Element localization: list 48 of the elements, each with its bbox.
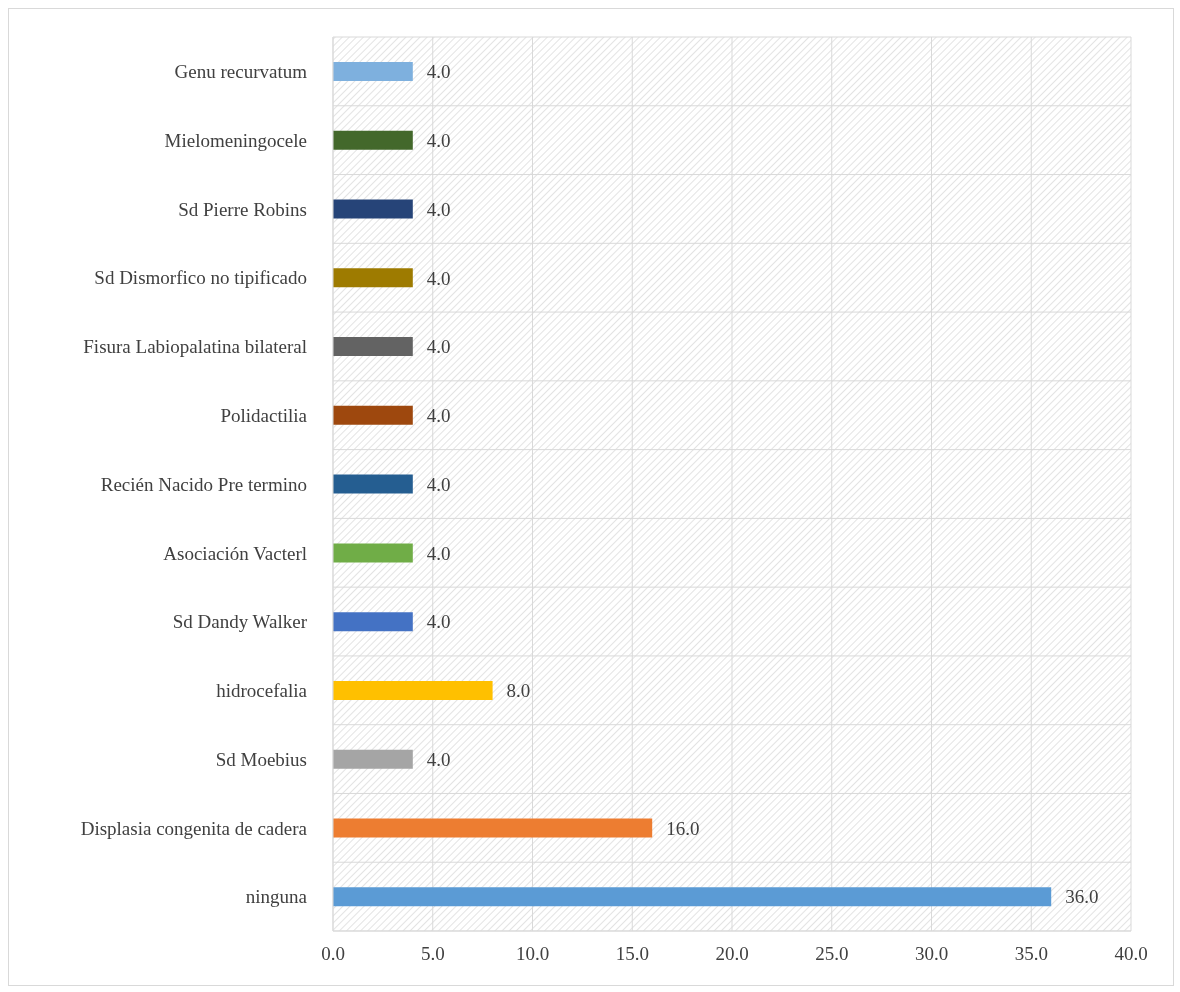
data-label: 16.0 — [666, 817, 700, 839]
y-tick-label: Sd Dandy Walker — [172, 611, 308, 633]
x-tick-label: 10.0 — [515, 943, 550, 965]
y-tick-label: Mielomeningocele — [164, 129, 307, 151]
y-tick-label: Recién Nacido Pre termino — [100, 473, 307, 495]
data-label: 4.0 — [426, 542, 451, 564]
x-tick-label: 5.0 — [420, 943, 445, 965]
data-label: 4.0 — [426, 130, 451, 152]
bar — [333, 543, 413, 563]
y-tick-label: Asociación Vacterl — [163, 542, 307, 564]
data-label: 4.0 — [426, 473, 451, 495]
y-tick-label: Displasia congenita de cadera — [80, 817, 308, 839]
bar — [333, 749, 413, 769]
bar — [333, 887, 1052, 907]
x-tick-label: 35.0 — [1014, 943, 1048, 965]
bar — [333, 612, 413, 632]
data-label: 36.0 — [1065, 886, 1099, 908]
data-label: 4.0 — [426, 405, 451, 427]
bar — [333, 405, 413, 425]
bar — [333, 268, 413, 288]
bar — [333, 130, 413, 150]
y-tick-label: ninguna — [245, 886, 308, 908]
x-tick-label: 0.0 — [321, 943, 345, 965]
y-tick-label: hidrocefalia — [216, 680, 308, 702]
data-label: 8.0 — [506, 680, 531, 702]
data-label: 4.0 — [426, 198, 451, 220]
data-label: 4.0 — [426, 611, 451, 633]
y-tick-label: Polidactilia — [220, 404, 308, 426]
data-label: 4.0 — [426, 748, 451, 770]
x-tick-label: 25.0 — [815, 943, 849, 965]
x-tick-label: 20.0 — [715, 943, 749, 965]
y-tick-label: Sd Pierre Robins — [178, 198, 307, 220]
y-tick-label: Genu recurvatum — [174, 61, 308, 83]
y-tick-label: Fisura Labiopalatina bilateral — [83, 336, 307, 358]
bar — [333, 474, 413, 494]
y-tick-label: Sd Moebius — [215, 748, 307, 770]
data-label: 4.0 — [426, 336, 451, 358]
x-tick-label: 40.0 — [1114, 943, 1148, 965]
bar — [333, 818, 653, 838]
x-tick-label: 30.0 — [914, 943, 949, 965]
x-tick-label: 15.0 — [615, 943, 649, 965]
bar — [333, 337, 413, 357]
y-tick-label: Sd Dismorfico no tipificado — [94, 267, 307, 289]
bar — [333, 62, 413, 81]
data-label: 4.0 — [426, 267, 451, 289]
data-label: 4.0 — [426, 61, 451, 83]
bar — [333, 199, 413, 219]
bar — [333, 680, 493, 700]
